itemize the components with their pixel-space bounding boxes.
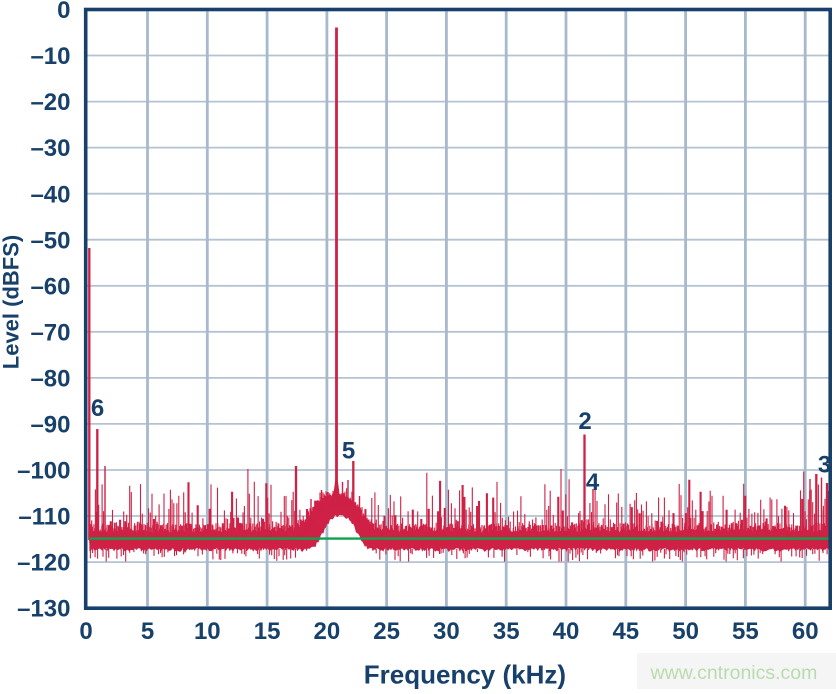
svg-text:–120: –120 bbox=[17, 550, 70, 577]
svg-text:30: 30 bbox=[433, 618, 460, 645]
svg-text:5: 5 bbox=[342, 438, 355, 465]
svg-text:35: 35 bbox=[493, 618, 520, 645]
svg-text:Level (dBFS): Level (dBFS) bbox=[0, 235, 24, 369]
svg-text:–110: –110 bbox=[18, 504, 70, 531]
svg-text:–100: –100 bbox=[17, 458, 70, 485]
svg-text:0: 0 bbox=[79, 618, 92, 645]
svg-text:–60: –60 bbox=[30, 273, 70, 300]
svg-text:20: 20 bbox=[314, 618, 341, 645]
svg-text:4: 4 bbox=[586, 469, 600, 496]
svg-text:–10: –10 bbox=[30, 43, 70, 70]
svg-text:40: 40 bbox=[553, 618, 580, 645]
svg-text:–50: –50 bbox=[30, 227, 70, 254]
svg-text:50: 50 bbox=[672, 618, 699, 645]
svg-text:60: 60 bbox=[792, 618, 819, 645]
svg-text:0: 0 bbox=[57, 0, 70, 24]
svg-text:2: 2 bbox=[578, 408, 591, 435]
svg-text:3: 3 bbox=[818, 452, 831, 479]
svg-text:5: 5 bbox=[141, 618, 154, 645]
svg-text:25: 25 bbox=[373, 618, 400, 645]
svg-text:6: 6 bbox=[91, 395, 104, 422]
svg-text:–30: –30 bbox=[30, 135, 70, 162]
svg-text:45: 45 bbox=[612, 618, 639, 645]
svg-text:–70: –70 bbox=[30, 319, 70, 346]
svg-text:–80: –80 bbox=[30, 366, 70, 393]
svg-text:–90: –90 bbox=[30, 412, 70, 439]
svg-text:10: 10 bbox=[194, 618, 221, 645]
svg-text:15: 15 bbox=[254, 618, 281, 645]
svg-text:–40: –40 bbox=[30, 181, 70, 208]
svg-text:55: 55 bbox=[732, 618, 759, 645]
svg-text:–130: –130 bbox=[17, 596, 70, 623]
svg-text:–20: –20 bbox=[30, 89, 70, 116]
svg-text:www.cntronics.com: www.cntronics.com bbox=[650, 662, 818, 684]
svg-text:Frequency (kHz): Frequency (kHz) bbox=[364, 660, 566, 690]
